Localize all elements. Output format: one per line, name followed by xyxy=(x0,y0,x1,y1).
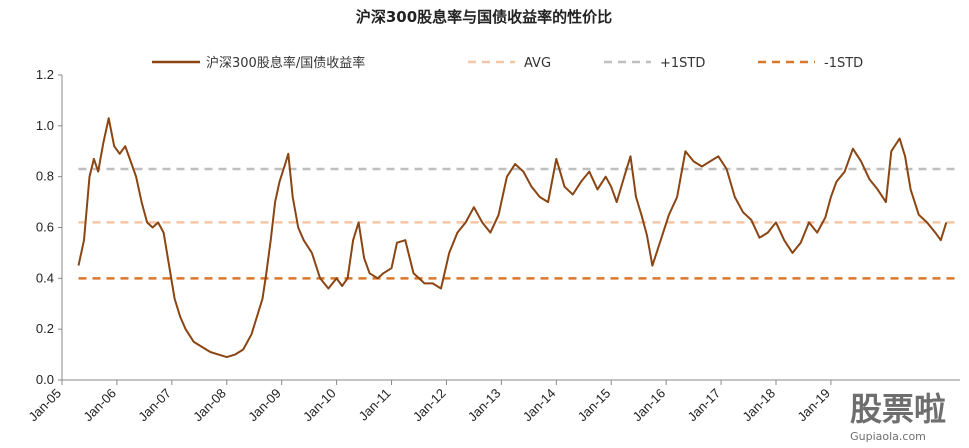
series-group xyxy=(77,117,948,359)
watermark: 股票啦 Gupiaola.com xyxy=(850,390,946,443)
x-tick-label: Jan-11 xyxy=(356,386,394,424)
y-tick-label: 0.0 xyxy=(36,372,54,387)
x-tick-label: Jan-18 xyxy=(739,386,778,425)
y-tick-label: 0.2 xyxy=(36,321,54,336)
x-tick-label: Jan-09 xyxy=(245,386,284,425)
x-tick-label: Jan-05 xyxy=(25,386,64,425)
x-tick-label: Jan-13 xyxy=(465,386,504,425)
x-tick-label: Jan-10 xyxy=(300,386,339,425)
y-tick-label: 0.6 xyxy=(36,220,54,235)
x-tick-label: Jan-19 xyxy=(794,386,833,425)
chart-title: 沪深300股息率与国债收益率的性价比 xyxy=(356,8,612,26)
x-tick-label: Jan-15 xyxy=(575,386,614,425)
x-tick-label: Jan-08 xyxy=(190,386,229,425)
x-tick-label: Jan-06 xyxy=(80,386,119,425)
x-tick-label: Jan-17 xyxy=(684,386,723,425)
legend-label-minus1std: -1STD xyxy=(824,56,863,71)
watermark-url: Gupiaola.com xyxy=(850,430,926,443)
x-tick-label: Jan-12 xyxy=(410,386,449,425)
x-tick-label: Jan-07 xyxy=(135,386,174,425)
legend: 沪深300股息率/国债收益率 AVG +1STD -1STD xyxy=(152,55,863,71)
series-line-0 xyxy=(77,117,948,359)
x-tick-label: Jan-14 xyxy=(520,386,559,425)
legend-label-series: 沪深300股息率/国债收益率 xyxy=(206,55,365,71)
reference-lines xyxy=(78,167,960,280)
legend-label-plus1std: +1STD xyxy=(660,56,705,71)
y-tick-label: 1.2 xyxy=(36,67,54,82)
watermark-text: 股票啦 xyxy=(850,390,946,428)
y-tick-label: 1.0 xyxy=(36,118,54,133)
x-tick-label: Jan-16 xyxy=(630,386,669,425)
y-tick-label: 0.8 xyxy=(36,169,54,184)
legend-label-avg: AVG xyxy=(524,56,551,71)
y-tick-label: 0.4 xyxy=(36,270,54,285)
